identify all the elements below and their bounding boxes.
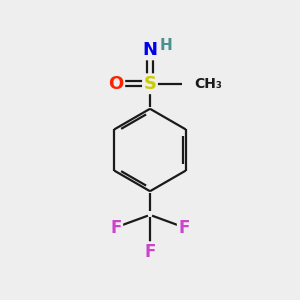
Text: N: N: [142, 41, 158, 59]
Text: F: F: [110, 219, 122, 237]
Text: O: O: [109, 75, 124, 93]
Text: F: F: [178, 219, 190, 237]
Text: H: H: [160, 38, 172, 53]
Text: F: F: [144, 243, 156, 261]
Text: CH₃: CH₃: [194, 77, 222, 91]
Text: S: S: [143, 75, 157, 93]
